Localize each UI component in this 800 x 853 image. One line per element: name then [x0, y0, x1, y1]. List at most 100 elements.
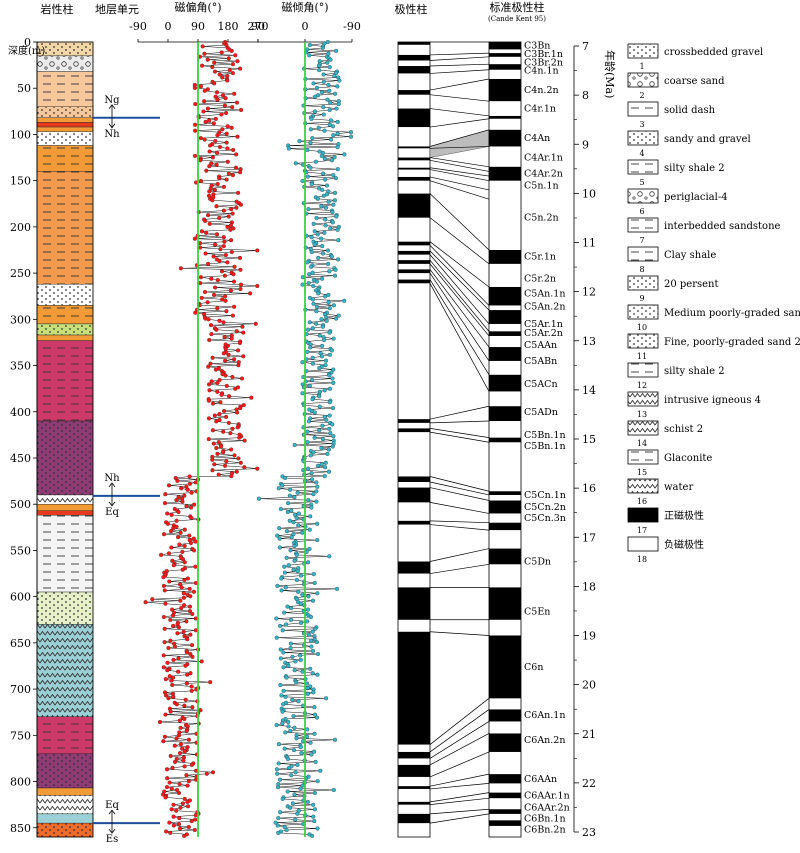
polarity-normal-band — [398, 279, 430, 284]
gpts-normal-band — [489, 709, 521, 722]
legend-number: 7 — [639, 236, 644, 245]
header-gpts-ref: (Cande Kent 95) — [488, 15, 546, 23]
inclination-point — [325, 60, 330, 65]
declination-point — [235, 425, 240, 430]
inclination-point — [305, 440, 310, 445]
declination-point — [230, 71, 235, 76]
declination-point — [193, 310, 198, 315]
inclination-point — [308, 638, 314, 643]
inclination-point — [307, 320, 312, 325]
correlation-tie-line — [429, 157, 490, 168]
declination-point — [217, 215, 222, 221]
inclination-point — [286, 724, 291, 729]
lithology-layer-pattern — [37, 624, 93, 717]
declination-point — [232, 453, 237, 458]
declination-point — [231, 272, 236, 277]
declination-point — [182, 493, 187, 498]
inclination-point — [313, 94, 318, 99]
declination-point — [235, 59, 240, 64]
declination-point — [168, 638, 173, 643]
declination-point — [215, 306, 220, 311]
declination-point — [213, 285, 218, 290]
declination-point — [176, 495, 181, 500]
inclination-point — [311, 283, 316, 289]
declination-point — [253, 321, 258, 326]
declination-point — [232, 264, 237, 269]
correlation-tie-line — [429, 283, 490, 392]
inclination-point — [327, 554, 332, 559]
inclination-point — [323, 217, 328, 222]
declination-point — [174, 518, 179, 523]
gpts-chron-label: C5r.1n — [524, 251, 556, 262]
declination-point — [182, 749, 187, 754]
declination-point — [176, 656, 181, 661]
legend-swatch-pattern — [628, 450, 658, 464]
inclination-point — [315, 672, 320, 677]
declination-point — [204, 771, 209, 776]
declination-point — [193, 539, 198, 544]
inclination-point — [288, 805, 293, 810]
inclination-point — [315, 538, 320, 543]
polarity-column — [397, 41, 431, 838]
unit-arrow-down — [108, 501, 116, 507]
declination-point — [189, 762, 194, 767]
inclination-point — [315, 779, 320, 784]
declination-point — [201, 109, 206, 114]
declination-point — [193, 817, 198, 822]
inclination-point — [305, 260, 310, 265]
age-tick-label: 15 — [582, 433, 596, 446]
gpts-normal-band — [489, 53, 521, 57]
declination-point — [238, 460, 243, 465]
inclination-point — [284, 622, 289, 627]
declination-point — [238, 66, 243, 71]
depth-tick-label: 100 — [10, 128, 31, 141]
declination-point — [187, 586, 192, 591]
inclination-point — [319, 354, 324, 359]
declination-point — [165, 521, 170, 526]
inclination-point — [321, 193, 326, 198]
inclination-point — [336, 313, 341, 318]
declination-point — [206, 364, 211, 369]
inclination-point — [311, 492, 316, 497]
declination-point — [234, 329, 239, 334]
gpts-normal-band — [489, 347, 521, 361]
declination-point — [157, 719, 163, 725]
inclination-point — [312, 705, 317, 710]
inclination-point — [280, 796, 285, 801]
inclination-point — [293, 770, 298, 775]
inclination-point — [305, 799, 310, 804]
correlation-tie-line — [429, 792, 490, 803]
inclination-point — [281, 665, 286, 670]
inclination-point — [307, 53, 312, 58]
declination-point — [217, 176, 222, 181]
declination-point — [182, 543, 187, 549]
inclination-point — [314, 640, 319, 645]
legend-label: schist 2 — [664, 424, 703, 435]
inclination-point — [310, 355, 315, 360]
declination-point — [224, 383, 229, 388]
inclination-point — [305, 607, 310, 612]
gpts-normal-band — [489, 733, 521, 752]
depth-tick-label: 300 — [10, 313, 31, 326]
inclination-point — [314, 480, 319, 485]
declination-point — [221, 351, 226, 356]
inclination-point — [310, 136, 315, 141]
legend-number: 6 — [639, 207, 644, 216]
declination-point — [223, 358, 228, 363]
declination-point — [181, 758, 186, 763]
declination-point — [220, 127, 225, 132]
declination-point — [176, 625, 181, 630]
legend-swatch-pattern — [628, 334, 658, 348]
inclination-point — [310, 270, 315, 275]
inclination-point — [322, 230, 327, 235]
inclination-point — [327, 107, 332, 113]
declination-point — [207, 189, 212, 194]
gpts-chron-label: C5Cn.2n — [524, 502, 566, 513]
inclination-point — [322, 388, 327, 393]
correlation-tie-line — [429, 129, 490, 147]
declination-point — [221, 244, 226, 249]
declination-point — [178, 598, 183, 603]
legend-label: Clay shale — [664, 250, 716, 261]
polarity-normal-band — [398, 269, 430, 274]
